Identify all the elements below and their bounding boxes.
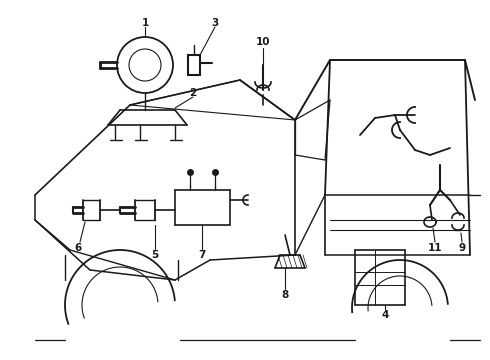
Text: 5: 5 xyxy=(151,250,159,260)
Text: 4: 4 xyxy=(381,310,389,320)
Text: 8: 8 xyxy=(281,290,289,300)
Text: 7: 7 xyxy=(198,250,206,260)
Text: 3: 3 xyxy=(211,18,219,28)
Text: 9: 9 xyxy=(459,243,466,253)
Text: 10: 10 xyxy=(256,37,270,47)
Text: 11: 11 xyxy=(428,243,442,253)
Text: 2: 2 xyxy=(189,88,196,98)
Text: 1: 1 xyxy=(142,18,148,28)
Text: 6: 6 xyxy=(74,243,82,253)
